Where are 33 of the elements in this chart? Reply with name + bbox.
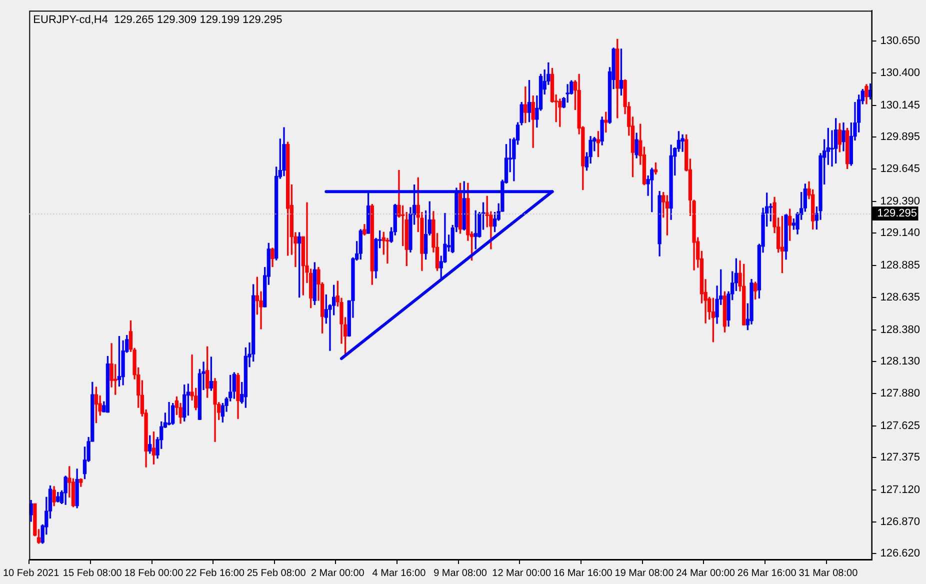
y-tick-label: 128.635: [880, 291, 920, 304]
y-tick-label: 126.620: [880, 548, 920, 560]
x-tick-label: 22 Feb 16:00: [186, 568, 245, 579]
x-tick-label: 16 Mar 16:00: [553, 568, 613, 579]
y-tick-label: 130.650: [880, 35, 920, 48]
chart-title: EURJPY-cd,H4 129.265 129.309 129.199 129.295: [33, 14, 282, 26]
y-tick-label: 129.140: [880, 227, 920, 240]
y-tick-label: 127.625: [880, 420, 920, 432]
x-tick-label: 24 Mar 00:00: [676, 568, 736, 579]
y-tick-label: 130.145: [880, 99, 920, 112]
x-tick-label: 12 Mar 00:00: [492, 568, 552, 579]
x-tick-label: 18 Feb 00:00: [124, 568, 184, 579]
x-tick-label: 4 Mar 16:00: [372, 568, 426, 579]
y-tick-label: 129.645: [880, 162, 920, 175]
x-tick-label: 10 Feb 2021: [2, 568, 60, 579]
x-tick-label: 19 Mar 08:00: [614, 568, 674, 579]
y-tick-label: 127.880: [880, 387, 920, 400]
y-tick-label: 128.380: [880, 324, 920, 336]
y-tick-label: 126.870: [880, 516, 920, 528]
x-tick-label: 2 Mar 00:00: [310, 568, 365, 579]
y-tick-label: 128.130: [880, 356, 920, 368]
x-tick-label: 26 Mar 16:00: [737, 568, 797, 579]
y-tick-label: 129.390: [880, 195, 920, 208]
ref-line-label: 129.295: [877, 207, 918, 220]
x-tick-label: 31 Mar 08:00: [798, 568, 858, 579]
x-tick-label: 25 Feb 08:00: [246, 568, 306, 579]
x-tick-label: 15 Feb 08:00: [62, 568, 122, 579]
y-tick-label: 127.375: [880, 452, 920, 464]
y-tick-label: 129.895: [880, 131, 920, 144]
y-tick-label: 128.885: [880, 260, 920, 272]
y-tick-label: 127.120: [880, 484, 920, 496]
x-tick-label: 9 Mar 08:00: [434, 568, 488, 579]
y-tick-label: 130.400: [880, 66, 920, 79]
